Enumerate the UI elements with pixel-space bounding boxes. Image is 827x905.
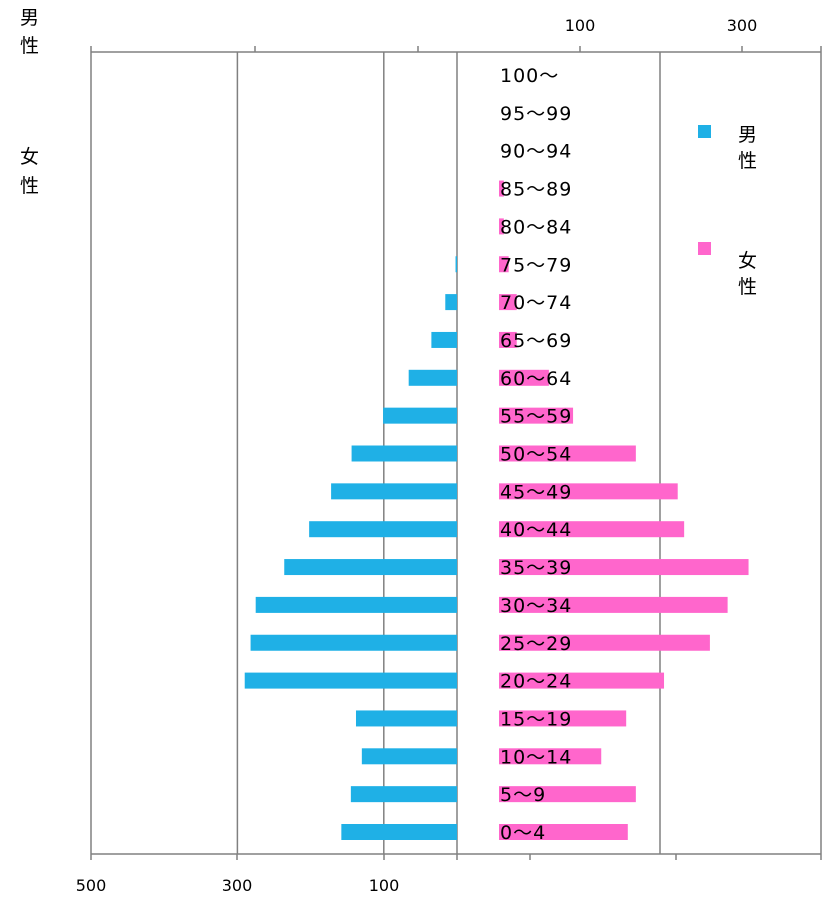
legend-swatch-male [698, 125, 711, 138]
male-bar [408, 369, 457, 386]
legend-label-female-line1: 女 [738, 250, 757, 272]
female-bar [499, 596, 728, 613]
axis-layer: 100 300 500 300 100 [76, 16, 822, 895]
age-group-label: 95～99 [500, 103, 572, 125]
category-labels: 0～4 5～9 10～14 15～19 20～24 25～29 30～34 35～39 40～4… [500, 65, 572, 844]
female-bar [499, 180, 504, 197]
age-group-label: 65～69 [500, 330, 572, 352]
age-group-label: 40～44 [500, 519, 572, 541]
male-bar [431, 331, 457, 348]
age-group-label: 25～29 [500, 633, 572, 655]
female-bar [499, 218, 504, 235]
male-bar [383, 407, 457, 424]
age-group-label: 90～94 [500, 141, 572, 163]
bottom-axis-tick-label: 500 [76, 876, 107, 895]
female-bar [499, 672, 665, 689]
female-bar [499, 634, 710, 651]
male-bar [244, 672, 457, 689]
age-group-label: 80～84 [500, 216, 572, 238]
legend-label-male-line1: 男 [738, 124, 757, 146]
female-bar [499, 786, 636, 803]
male-bar [351, 445, 457, 462]
age-group-label: 35～39 [500, 557, 572, 579]
male-bar [284, 559, 457, 576]
legend-label-female-line2: 性 [738, 276, 757, 298]
top-axis-tick-label: 100 [565, 16, 596, 35]
female-bar [499, 369, 549, 386]
age-group-label: 5～9 [500, 784, 546, 806]
female-bar [499, 445, 636, 462]
age-group-label: 50～54 [500, 444, 572, 466]
male-bar [355, 710, 457, 727]
age-group-label: 60～64 [500, 368, 572, 390]
age-group-label: 15～19 [500, 708, 572, 730]
corner-label-female-line1: 女 [20, 146, 39, 168]
female-bar [499, 256, 509, 273]
male-bar [455, 256, 457, 273]
corner-label-female-line2: 性 [20, 175, 39, 197]
age-group-label: 0～4 [500, 822, 546, 844]
bars-layer [244, 180, 749, 840]
male-bar [361, 748, 457, 765]
male-bar [341, 824, 457, 840]
legend-label-male-line2: 性 [738, 150, 757, 172]
age-group-label: 85～89 [500, 179, 572, 201]
age-group-label: 70～74 [500, 292, 572, 314]
female-bar [499, 824, 628, 840]
top-axis-tick-label: 300 [727, 16, 758, 35]
female-bar [499, 407, 574, 424]
male-bar [331, 483, 457, 500]
male-bar [309, 521, 457, 538]
age-group-label: 75～79 [500, 254, 572, 276]
female-bar [499, 521, 685, 538]
bottom-axis-tick-label: 300 [222, 876, 253, 895]
female-bar [499, 710, 627, 727]
female-bar [499, 748, 602, 765]
age-group-label: 55～59 [500, 406, 572, 428]
bottom-axis-tick-label: 100 [369, 876, 400, 895]
age-group-label: 30～34 [500, 595, 572, 617]
male-bar [250, 634, 457, 651]
age-group-label: 100～ [500, 65, 559, 87]
corner-label-male-line2: 性 [20, 35, 39, 57]
female-bar [499, 559, 749, 576]
female-bar [499, 331, 517, 348]
age-group-label: 45～49 [500, 481, 572, 503]
male-bar [255, 596, 457, 613]
legend-swatch-female [698, 242, 711, 255]
age-group-label: 10～14 [500, 746, 572, 768]
female-bar [499, 294, 517, 311]
female-bar [499, 483, 678, 500]
age-group-label: 20～24 [500, 671, 572, 693]
male-bar [445, 294, 457, 311]
male-bar [350, 786, 457, 803]
corner-label-male-line1: 男 [20, 7, 39, 29]
